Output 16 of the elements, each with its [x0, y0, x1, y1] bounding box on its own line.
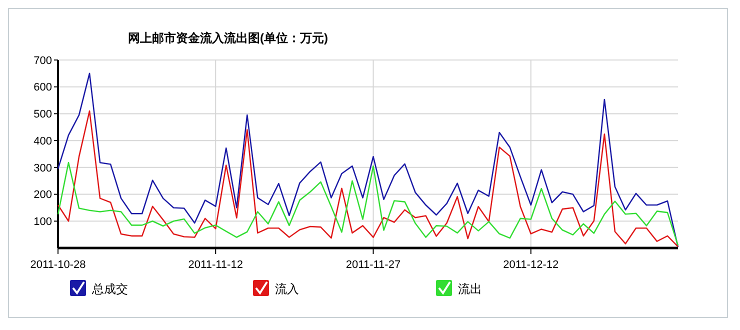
- x-tick-label: 2011-11-27: [346, 259, 401, 271]
- chart-title: 网上邮市资金流入流出图(单位：万元): [128, 31, 328, 45]
- y-tick-label: 700: [34, 54, 52, 67]
- legend-label: 总成交: [91, 282, 128, 296]
- y-tick-label: 500: [34, 108, 52, 121]
- legend-label: 流出: [458, 282, 482, 296]
- x-tick-label: 2011-11-12: [188, 259, 243, 271]
- line-series: [57, 162, 679, 246]
- y-tick-label: 300: [34, 162, 52, 174]
- x-tick-label: 2011-12-12: [503, 259, 559, 271]
- x-tick-label: 2011-10-28: [30, 259, 86, 271]
- y-tick-label: 600: [34, 82, 52, 94]
- legend-label: 流入: [275, 282, 299, 296]
- y-tick-label: 400: [34, 135, 52, 148]
- y-tick-label: 100: [34, 216, 52, 228]
- y-tick-label: 200: [34, 189, 52, 202]
